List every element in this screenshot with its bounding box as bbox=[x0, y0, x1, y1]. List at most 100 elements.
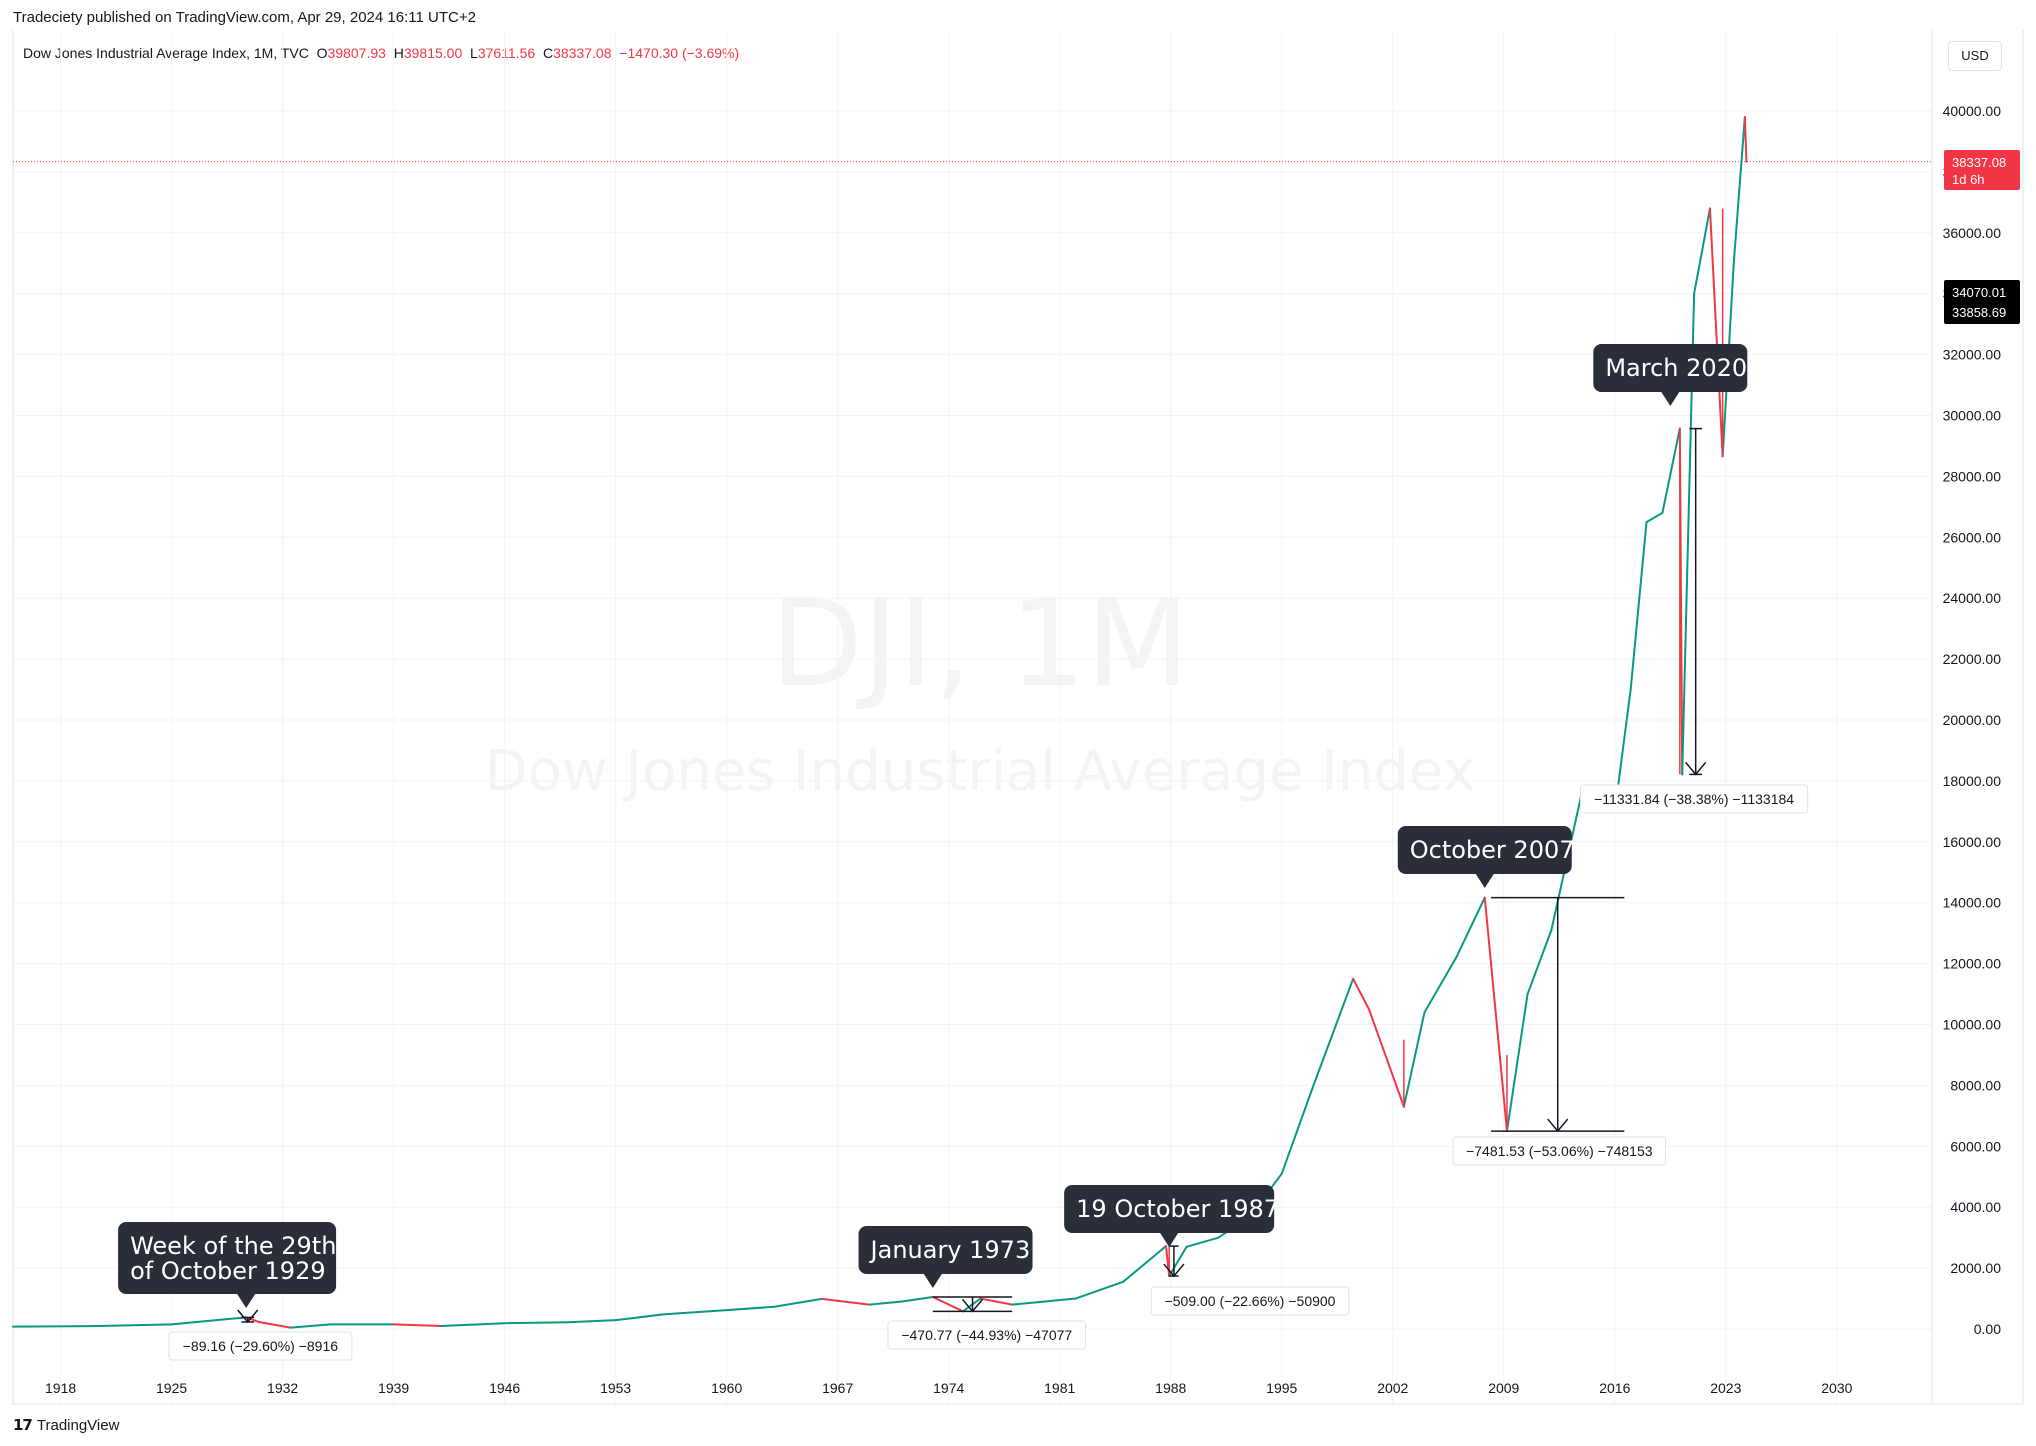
price-segment bbox=[1312, 977, 1355, 1087]
price-segment bbox=[773, 1297, 823, 1308]
price-segment bbox=[1743, 116, 1748, 163]
measure-label-box bbox=[168, 1331, 353, 1361]
price-segment bbox=[392, 1323, 443, 1327]
callout-pointer bbox=[923, 1274, 942, 1288]
measure-label: −509.00 (−22.66%) −50900 bbox=[1165, 1293, 1336, 1309]
price-segment bbox=[1185, 1236, 1220, 1248]
tradingview-logo[interactable]: 17 TradingView bbox=[13, 1416, 119, 1434]
measure-tools: −89.16 (−29.60%) −8916 −470.77 (−44.93%) … bbox=[168, 427, 1809, 1361]
y-tick-label: 20000.00 bbox=[1943, 712, 2002, 728]
published-by-line: Tradeciety published on TradingView.com,… bbox=[13, 9, 476, 26]
price-segment bbox=[1526, 929, 1553, 996]
x-tick-label: 1974 bbox=[933, 1380, 964, 1396]
price-segment bbox=[1693, 207, 1711, 295]
callout-box bbox=[1397, 826, 1572, 874]
price-segment bbox=[289, 1323, 332, 1329]
y-tick-label: 6000.00 bbox=[1950, 1138, 2001, 1154]
x-tick-label: 1967 bbox=[822, 1380, 853, 1396]
price-segment bbox=[1042, 1297, 1077, 1303]
measure-label: −89.16 (−29.60%) −8916 bbox=[183, 1338, 339, 1354]
measure-arrow-head bbox=[1685, 761, 1707, 776]
chart-frame bbox=[12, 30, 2024, 1405]
measure-label-box bbox=[1452, 1136, 1667, 1166]
measure-label-box bbox=[887, 1320, 1087, 1350]
price-segment bbox=[567, 1319, 617, 1324]
price-segment bbox=[1074, 1280, 1125, 1300]
price-segment bbox=[440, 1322, 506, 1327]
x-tick-label: 1932 bbox=[267, 1380, 298, 1396]
measure-label-box bbox=[1150, 1286, 1350, 1316]
y-tick-label: 26000.00 bbox=[1943, 529, 2002, 545]
price-segment bbox=[170, 1318, 221, 1326]
grid-lines bbox=[13, 30, 1932, 1404]
tradingview-icon: 17 bbox=[13, 1416, 33, 1434]
measure-label: −470.77 (−44.93%) −47077 bbox=[901, 1327, 1072, 1343]
measure-arrow-head bbox=[1163, 1263, 1185, 1278]
callout-label: March 2020 bbox=[1605, 354, 1747, 382]
callout-label: of October 1929 bbox=[130, 1257, 326, 1285]
currency-button[interactable]: USD bbox=[1948, 41, 2002, 71]
y-tick-label: 28000.00 bbox=[1943, 468, 2002, 484]
callout-label: 19 October 1987 bbox=[1076, 1195, 1279, 1223]
y-tick-label: 18000.00 bbox=[1943, 773, 2002, 789]
price-segment bbox=[1122, 1245, 1167, 1283]
callout-pointer bbox=[1160, 1233, 1179, 1247]
x-tick-label: 1946 bbox=[489, 1380, 520, 1396]
close-value: 38337.08 bbox=[553, 45, 612, 61]
price-segment bbox=[820, 1297, 871, 1306]
close-label: C bbox=[542, 45, 554, 61]
price-segment bbox=[1732, 116, 1746, 265]
y-tick-label: 32000.00 bbox=[1943, 347, 2002, 363]
x-tick-label: 2023 bbox=[1710, 1380, 1741, 1396]
price-segment bbox=[1645, 511, 1664, 524]
y-tick-label: 2000.00 bbox=[1950, 1260, 2001, 1276]
x-tick-label: 1988 bbox=[1155, 1380, 1186, 1396]
y-tick-label: 24000.00 bbox=[1943, 590, 2002, 606]
price-segment bbox=[662, 1309, 728, 1316]
x-tick-label: 2016 bbox=[1599, 1380, 1630, 1396]
y-tick-label: 12000.00 bbox=[1943, 956, 2002, 972]
x-tick-label: 1960 bbox=[711, 1380, 742, 1396]
x-tick-label: 1995 bbox=[1266, 1380, 1297, 1396]
price-segment bbox=[1280, 1084, 1315, 1175]
price-segment bbox=[503, 1321, 570, 1325]
y-tick-label: 8000.00 bbox=[1950, 1077, 2001, 1093]
change-value: −1470.30 (−3.69%) bbox=[619, 45, 740, 61]
price-segment bbox=[1402, 1011, 1426, 1108]
price-segment bbox=[1708, 207, 1724, 458]
symbol-name: Dow Jones Industrial Average Index, 1M, … bbox=[23, 45, 309, 61]
callout-pointer bbox=[1661, 392, 1680, 406]
price-segment bbox=[725, 1305, 776, 1312]
measure-arrow-head bbox=[961, 1298, 984, 1313]
last-price-badge bbox=[1944, 150, 2020, 190]
price-segment bbox=[91, 1323, 173, 1328]
price-segment bbox=[1483, 896, 1508, 1133]
price-segment bbox=[1661, 427, 1681, 514]
x-tick-label: 1918 bbox=[45, 1380, 76, 1396]
callout-pointer bbox=[237, 1294, 256, 1308]
x-tick-label: 1953 bbox=[600, 1380, 631, 1396]
price-segment bbox=[1455, 896, 1486, 959]
last-price-countdown: 1d 6h bbox=[1952, 172, 1985, 187]
callout-box bbox=[118, 1222, 337, 1294]
measure-label-box bbox=[1580, 784, 1809, 814]
price-segment bbox=[1168, 1245, 1188, 1278]
price-segment bbox=[961, 1297, 982, 1313]
callout-pointer bbox=[1475, 874, 1494, 888]
last-price-value: 38337.08 bbox=[1952, 155, 2006, 170]
open-value: 39807.93 bbox=[327, 45, 386, 61]
x-tick-label: 1981 bbox=[1044, 1380, 1075, 1396]
low-label: L bbox=[470, 45, 478, 61]
callout-box bbox=[1593, 344, 1748, 392]
y-tick-label: 40000.00 bbox=[1943, 103, 2002, 119]
price-segment bbox=[900, 1295, 934, 1303]
low-value: 37611.56 bbox=[477, 45, 536, 61]
marker-badge bbox=[1944, 280, 2020, 324]
high-label: H bbox=[393, 45, 404, 61]
x-tick-label: 2009 bbox=[1488, 1380, 1519, 1396]
x-tick-label: 1939 bbox=[378, 1380, 409, 1396]
x-tick-label: 2030 bbox=[1821, 1380, 1852, 1396]
price-segment bbox=[1367, 1008, 1405, 1108]
